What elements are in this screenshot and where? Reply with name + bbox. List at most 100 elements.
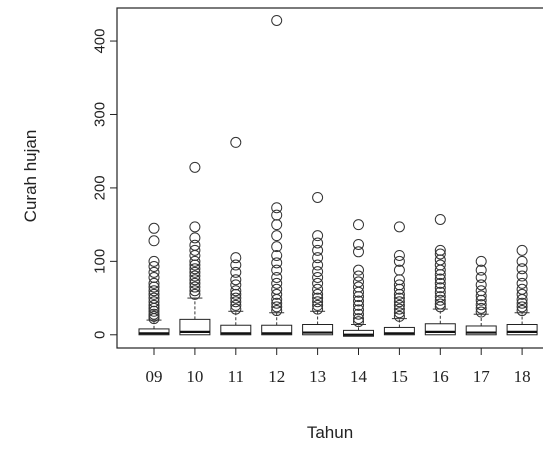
box-group-14	[343, 219, 374, 337]
box-group-15	[383, 221, 415, 336]
outlier-point	[189, 161, 201, 173]
outlier-point	[148, 292, 160, 304]
outlier-point	[393, 307, 405, 319]
outlier-point	[353, 246, 364, 258]
outlier-point	[271, 301, 283, 313]
x-tick-label: 12	[268, 367, 285, 386]
outlier-point	[516, 305, 528, 317]
box-group-09	[138, 222, 170, 336]
outlier-point	[475, 302, 487, 314]
outlier-point	[189, 281, 201, 293]
outlier-point	[312, 230, 324, 242]
outlier-point	[148, 296, 160, 308]
outlier-point	[148, 299, 160, 311]
outlier-point	[353, 276, 364, 288]
outlier-point	[148, 272, 160, 284]
outlier-point	[189, 263, 201, 275]
iqr-box	[465, 325, 497, 336]
outlier-point	[189, 277, 201, 289]
outlier-point	[393, 264, 405, 276]
outlier-point	[230, 279, 242, 291]
box-group-18	[506, 244, 538, 336]
outlier-point	[393, 249, 405, 261]
outlier-point	[230, 299, 242, 311]
outlier-point	[148, 222, 160, 234]
outlier-point	[393, 296, 405, 308]
outlier-point	[434, 248, 446, 260]
outlier-point	[434, 273, 446, 285]
outlier-point	[312, 252, 324, 264]
outlier-point	[189, 255, 201, 267]
outlier-point	[312, 288, 324, 300]
outlier-point	[312, 191, 324, 203]
outlier-point	[393, 303, 405, 315]
outlier-point	[353, 238, 364, 250]
iqr-box	[138, 328, 170, 336]
iqr-box	[261, 324, 293, 336]
outlier-point	[475, 285, 487, 297]
outlier-point	[516, 263, 528, 275]
outlier-point	[148, 260, 160, 272]
outlier-point	[189, 266, 201, 278]
outlier-point	[312, 283, 324, 295]
outlier-point	[230, 303, 242, 315]
box-group-16	[424, 213, 456, 336]
outlier-point	[230, 136, 242, 148]
outlier-point	[271, 283, 283, 295]
iqr-box	[220, 324, 252, 336]
x-tick-label: 15	[391, 367, 408, 386]
outlier-point	[148, 285, 160, 297]
outlier-point	[434, 277, 446, 289]
outlier-point	[312, 266, 324, 278]
outlier-point	[312, 237, 324, 249]
outlier-point	[271, 288, 283, 300]
y-axis-label: Curah hujan	[21, 130, 40, 223]
outlier-point	[230, 266, 242, 278]
outlier-point	[353, 270, 364, 282]
y-tick-label: 0	[91, 331, 108, 339]
outlier-point	[189, 270, 201, 282]
outlier-point	[475, 290, 487, 302]
y-tick-label: 200	[91, 175, 108, 200]
x-tick-label: 09	[146, 367, 163, 386]
boxes-layer	[138, 14, 538, 337]
outlier-point	[312, 292, 324, 304]
x-tick-label: 16	[432, 367, 449, 386]
outlier-point	[353, 219, 364, 231]
outlier-point	[189, 244, 201, 256]
x-tick-label: 14	[350, 367, 368, 386]
outlier-point	[312, 272, 324, 284]
x-tick-label: 13	[309, 367, 326, 386]
outlier-point	[148, 266, 160, 278]
outlier-point	[434, 244, 446, 256]
outlier-point	[475, 264, 487, 276]
outlier-point	[148, 235, 160, 247]
outlier-point	[312, 303, 324, 315]
outlier-point	[271, 264, 283, 276]
outlier-point	[312, 259, 324, 271]
outlier-point	[189, 239, 201, 251]
outlier-point	[393, 310, 405, 322]
outlier-point	[271, 249, 283, 261]
x-tick-label: 11	[228, 367, 244, 386]
y-tick-label: 300	[91, 102, 108, 127]
iqr-box	[302, 324, 334, 336]
outlier-point	[434, 259, 446, 271]
x-axis-label: Tahun	[307, 423, 353, 442]
outlier-point	[230, 252, 242, 264]
y-tick-label: 400	[91, 29, 108, 54]
outlier-point	[475, 299, 487, 311]
outlier-point	[271, 202, 283, 214]
outlier-point	[434, 286, 446, 298]
outlier-point	[516, 277, 528, 289]
outlier-point	[189, 288, 201, 300]
box-group-10	[179, 161, 211, 336]
outlier-point	[393, 255, 405, 267]
outlier-point	[148, 255, 160, 267]
outlier-point	[353, 308, 364, 320]
outlier-point	[230, 296, 242, 308]
plot-frame	[116, 7, 543, 349]
outlier-point	[434, 213, 446, 225]
outlier-point	[434, 294, 446, 306]
